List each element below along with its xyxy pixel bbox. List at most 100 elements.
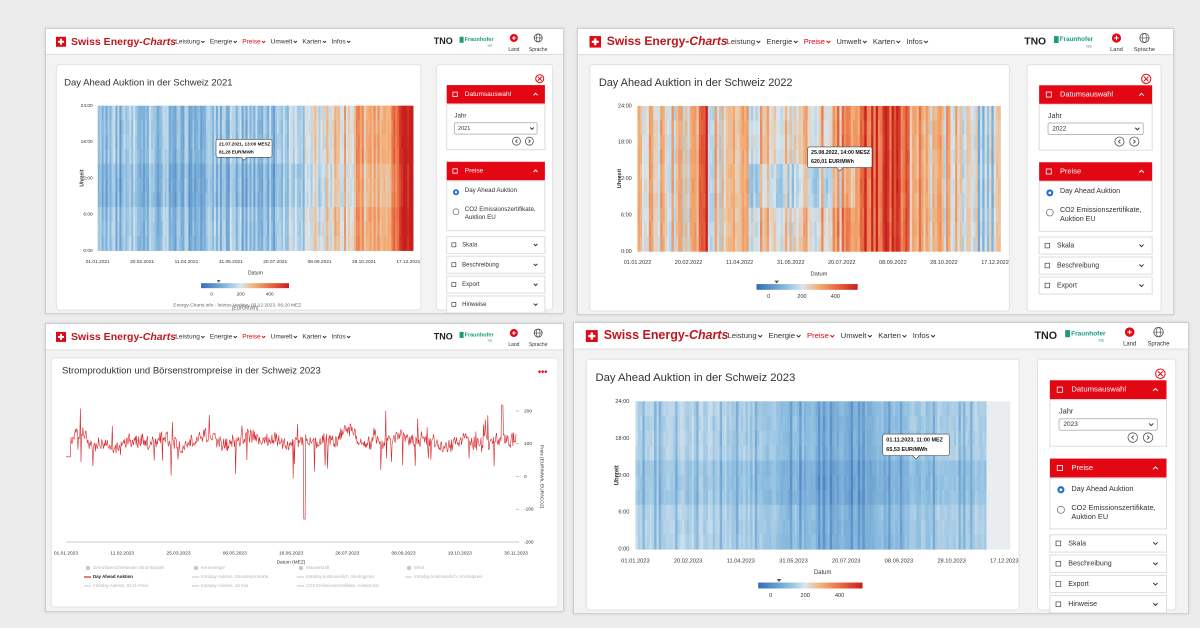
year-step-button[interactable] [1129,136,1140,147]
heat-cell [822,430,826,447]
year-step-button[interactable] [512,136,521,146]
heat-cell [953,401,957,417]
heat-cell [654,416,657,432]
menu-item[interactable] [446,255,546,274]
land-label[interactable]: Land [508,47,519,53]
nav-item[interactable]: Umwelt [271,38,293,45]
heat-cell [973,193,976,209]
menu-item-label[interactable]: Export [1057,282,1077,289]
nav-item[interactable]: Umwelt [836,37,862,46]
heat-cell [892,490,896,506]
heat-cell [850,120,854,136]
legend-item[interactable]: Intraday Auktion, 15 min [201,583,249,588]
year-select[interactable] [453,122,538,135]
nav-item[interactable]: Leistung [175,334,200,341]
heat-cell [227,120,231,136]
nav-item[interactable]: Energie [767,37,793,46]
legend-item[interactable]: Wind [414,565,425,570]
nav-item[interactable]: Umwelt [271,334,293,341]
price-section-header[interactable] [446,161,545,181]
menu-item-label[interactable]: Export [462,282,480,288]
nav-item[interactable]: Karten [302,334,322,341]
menu-item[interactable] [446,235,546,254]
sprache-label[interactable]: Sprache [1134,47,1155,53]
chart-menu-button[interactable]: ••• [538,366,547,376]
price-section-header-label[interactable]: Preise [1060,166,1081,175]
legend-item[interactable]: Intraday kontinuierlich, Niedrigpreis [306,574,375,579]
close-button[interactable] [535,74,545,84]
radio-option-label[interactable]: Day Ahead Auktion [1059,187,1121,196]
sprache-label[interactable]: Sprache [529,47,548,53]
nav-item[interactable]: Karten [878,331,901,340]
nav-item[interactable]: Preise [242,38,261,45]
legend-item[interactable]: Grenzüberschreitender Stromhandel [93,565,164,570]
legend-item[interactable]: Intraday Auktion, IDA1-Preis [93,583,149,588]
date-section-header-label[interactable]: Datumsauswahl [1060,90,1113,99]
legend-item[interactable]: Kernenergie [201,565,225,570]
close-button[interactable] [1141,73,1152,84]
heat-cell [848,504,852,521]
menu-item[interactable] [1038,256,1153,275]
panel-svg: Swiss Energy-Charts Leistung Energie Preise… [578,29,1173,314]
land-label[interactable]: Land [508,342,519,348]
year-step-button[interactable] [1114,136,1125,147]
nav-item[interactable]: Preise [804,37,825,46]
heat-cell [732,149,736,165]
menu-item-label[interactable]: Skala [1057,242,1074,249]
heat-cell [251,192,254,208]
heat-cell [176,120,179,136]
nav-item[interactable]: Karten [302,38,322,45]
nav-item[interactable]: Leistung [727,37,755,46]
nav-item[interactable]: Energie [210,38,233,45]
radio-button[interactable] [1045,208,1054,217]
menu-item-label[interactable]: Hinweise [462,302,487,308]
menu-item-label[interactable]: Skala [462,242,478,248]
legend-item[interactable]: Intraday Auktion, Stundenprodukte [201,574,269,579]
nav-item[interactable]: Infos [913,331,930,340]
heat-cell [121,207,124,222]
radio-option-label[interactable]: Day Ahead Auktion [464,187,518,195]
menu-item-label[interactable]: Beschreibung [462,262,499,268]
sprache-label[interactable]: Sprache [529,342,548,348]
nav-item[interactable]: Energie [210,334,233,341]
price-section-header-label[interactable]: Preise [465,168,484,175]
nav-item[interactable]: Umwelt [841,331,868,340]
date-section-header[interactable] [446,85,545,104]
nav-item[interactable]: Preise [242,334,261,341]
heat-cell [705,178,709,194]
nav-item[interactable]: Karten [873,37,895,46]
legend-item[interactable]: Day Ahead Auktion [93,574,133,579]
heat-cell [810,534,814,550]
legend-item[interactable]: Intraday kontinuierlich, Höchstpreis [414,574,483,579]
year-select-value[interactable]: 2022 [1052,125,1067,132]
nav-item[interactable]: Leistung [175,38,200,45]
nav-item[interactable]: Preise [807,331,829,340]
year-step-button[interactable] [524,136,534,146]
date-section-header-label[interactable]: Datumsauswahl [465,91,512,98]
land-label[interactable]: Land [1123,341,1136,347]
menu-item[interactable] [446,275,546,294]
nav-item[interactable]: Infos [332,334,347,341]
nav-item[interactable]: Infos [332,38,347,45]
radio-button[interactable] [452,208,460,216]
heat-cell [761,490,765,506]
menu-item-label[interactable]: Beschreibung [1057,262,1099,269]
legend-item[interactable]: Wasserkraft [306,565,330,570]
radio-option-label[interactable]: CO2 Emissionszertifikate, Auktion EU [464,205,536,221]
heat-cell [825,120,829,136]
nav-item[interactable]: Energie [769,331,796,340]
menu-item[interactable] [1038,236,1153,255]
date-section-header[interactable] [1039,85,1153,104]
radio-option-label[interactable]: CO2 Emissionszertifikate, Auktion EU [1059,205,1142,223]
sprache-label[interactable]: Sprache [1147,341,1170,347]
legend-item[interactable]: CO2 Emissionszertifikate, Auktion EU [306,583,379,588]
nav-item[interactable]: Leistung [728,331,757,340]
year-select[interactable] [1047,122,1144,135]
nav-item[interactable]: Infos [906,37,922,46]
land-label[interactable]: Land [1110,47,1123,53]
price-section-header[interactable] [1039,162,1153,181]
year-select-value[interactable]: 2021 [458,126,470,132]
menu-item[interactable] [1038,276,1153,295]
heat-cell [664,222,668,238]
heat-cell [832,120,836,136]
